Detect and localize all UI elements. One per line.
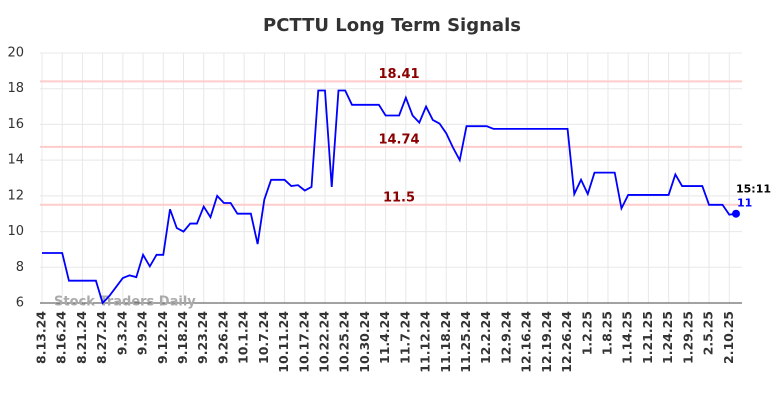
x-tick-label: 11.4.24 xyxy=(377,311,392,364)
x-tick-label: 10.1.24 xyxy=(236,311,251,364)
x-tick-label: 10.7.24 xyxy=(256,311,271,364)
x-tick-label: 11.18.24 xyxy=(438,311,453,373)
x-tick-label: 12.19.24 xyxy=(539,311,554,373)
x-tick-label: 10.22.24 xyxy=(316,311,331,373)
x-tick-label: 8.13.24 xyxy=(34,311,49,364)
x-tick-label: 1.29.25 xyxy=(680,311,695,364)
y-tick-label: 12 xyxy=(7,188,24,203)
x-tick-label: 1.21.25 xyxy=(640,311,655,364)
x-tick-label: 2.5.25 xyxy=(701,311,716,355)
x-tick-label: 8.21.24 xyxy=(74,311,89,364)
x-tick-label: 1.2.25 xyxy=(579,311,594,355)
y-tick-label: 6 xyxy=(16,296,24,311)
watermark: Stock Traders Daily xyxy=(54,295,196,310)
y-tick-label: 10 xyxy=(7,224,24,239)
x-tick-label: 9.9.24 xyxy=(135,311,150,356)
x-tick-label: 8.27.24 xyxy=(94,311,109,364)
x-tick-label: 10.30.24 xyxy=(357,311,372,373)
y-tick-label: 14 xyxy=(7,153,24,168)
x-tick-label: 9.12.24 xyxy=(155,311,170,364)
signal-label: 14.74 xyxy=(378,132,419,147)
x-tick-label: 10.11.24 xyxy=(276,311,291,373)
y-tick-label: 16 xyxy=(7,117,24,132)
chart-title: PCTTU Long Term Signals xyxy=(263,15,521,36)
x-tick-label: 9.3.24 xyxy=(114,311,129,356)
x-tick-label: 11.25.24 xyxy=(458,311,473,373)
y-tick-label: 20 xyxy=(7,46,24,61)
last-value: 11 xyxy=(737,197,752,210)
last-point xyxy=(732,209,740,218)
y-tick-label: 8 xyxy=(16,260,24,275)
x-tick-label: 2.10.25 xyxy=(721,311,736,364)
x-tick-label: 1.14.25 xyxy=(620,311,635,364)
last-time: 15:11 xyxy=(736,183,771,196)
x-tick-label: 12.26.24 xyxy=(559,311,574,373)
x-tick-label: 11.7.24 xyxy=(397,311,412,364)
signal-label: 18.41 xyxy=(378,67,419,82)
x-tick-label: 10.25.24 xyxy=(337,311,352,373)
x-tick-label: 1.24.25 xyxy=(660,311,675,364)
y-tick-label: 18 xyxy=(7,81,24,96)
x-tick-label: 9.23.24 xyxy=(195,311,210,364)
signal-label: 11.5 xyxy=(383,190,415,205)
x-tick-label: 1.8.25 xyxy=(599,311,614,355)
x-tick-label: 11.12.24 xyxy=(418,311,433,373)
price-line xyxy=(42,89,737,305)
x-tick-label: 9.18.24 xyxy=(175,311,190,364)
x-tick-label: 12.9.24 xyxy=(498,311,513,364)
x-tick-label: 12.2.24 xyxy=(478,311,493,364)
x-tick-label: 10.17.24 xyxy=(296,311,311,373)
x-tick-label: 8.16.24 xyxy=(54,311,69,364)
x-tick-label: 12.16.24 xyxy=(519,311,534,373)
x-tick-label: 9.26.24 xyxy=(215,311,230,364)
